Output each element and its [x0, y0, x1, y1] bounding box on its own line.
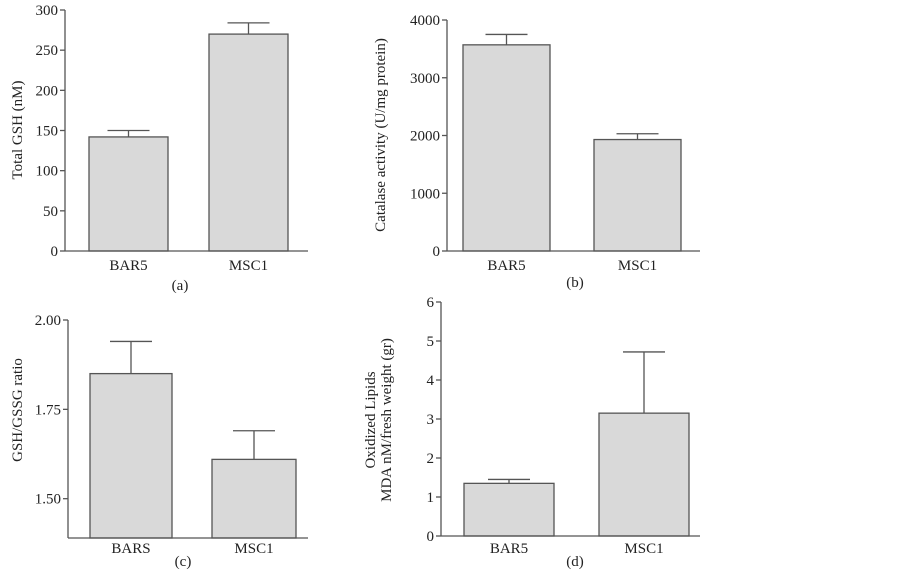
- chart-panel-b: BAR5 MSC1 0 1000 2000 3000 4000 Catalase activi…: [373, 13, 700, 291]
- panel-label: (b): [566, 275, 584, 291]
- x-tick-label: BARS: [111, 541, 150, 557]
- y-tick-label: 50: [43, 204, 58, 220]
- panel-label: (c): [175, 554, 192, 570]
- panel-label: (a): [172, 278, 189, 294]
- y-axis-label: Oxidized Lipids: [363, 371, 379, 468]
- y-tick-label: 5: [427, 334, 435, 350]
- bar-bar5: [88, 136, 169, 252]
- y-tick-label: 2000: [410, 129, 440, 145]
- x-tick-label: MSC1: [234, 541, 273, 557]
- bar-msc1: [211, 458, 297, 539]
- y-tick-label: 0: [433, 244, 441, 260]
- chart-panel-c: BARS MSC1 1.50 1.75 2.00 GSH/GSSG ratio (c): [10, 313, 308, 570]
- x-tick-label: MSC1: [229, 258, 268, 274]
- y-tick-label: 1000: [410, 186, 440, 202]
- bar-bar5: [462, 44, 551, 252]
- bar-msc1: [593, 138, 682, 252]
- y-tick-label: 300: [36, 3, 59, 19]
- y-tick-label: 100: [36, 164, 59, 180]
- bar-bars: [89, 372, 173, 539]
- y-tick-label: 4000: [410, 13, 440, 29]
- y-axis-label: GSH/GSSG ratio: [10, 358, 26, 462]
- y-tick-label: 150: [36, 124, 59, 140]
- y-tick-label: 0: [427, 529, 435, 545]
- chart-panel-d: BAR5 MSC1 0 1 2 3 4 5 6 Oxidized Lipids MDA nM/fre…: [363, 295, 700, 570]
- x-tick-label: MSC1: [624, 541, 663, 557]
- y-tick-label: 1.75: [35, 402, 61, 418]
- bar-msc1: [208, 33, 289, 252]
- x-tick-label: BAR5: [490, 541, 528, 557]
- y-tick-label: 1.50: [35, 492, 61, 508]
- x-tick-label: MSC1: [618, 258, 657, 274]
- y-tick-label: 1: [427, 490, 435, 506]
- bar-bar5: [463, 482, 555, 537]
- panel-label: (d): [566, 554, 584, 570]
- x-tick-label: BAR5: [487, 258, 525, 274]
- y-tick-label: 3000: [410, 71, 440, 87]
- y-axis-label: Catalase activity (U/mg protein): [373, 38, 389, 232]
- y-tick-label: 200: [36, 83, 59, 99]
- y-tick-label: 3: [427, 412, 435, 428]
- x-tick-label: BAR5: [109, 258, 147, 274]
- y-tick-label: 2.00: [35, 313, 61, 329]
- y-tick-label: 0: [51, 244, 59, 260]
- y-tick-label: 4: [427, 373, 435, 389]
- y-axis-label: Total GSH (nM): [10, 81, 26, 180]
- y-tick-label: 2: [427, 451, 435, 467]
- chart-panel-a: BAR5 MSC1 0 50 100 150 200 250 300 Total GSH (nM)…: [10, 3, 308, 294]
- y-tick-label: 250: [36, 43, 59, 59]
- bar-msc1: [598, 412, 690, 537]
- y-axis-label-line2: MDA nM/fresh weight (gr): [379, 338, 395, 502]
- y-tick-label: 6: [427, 295, 435, 311]
